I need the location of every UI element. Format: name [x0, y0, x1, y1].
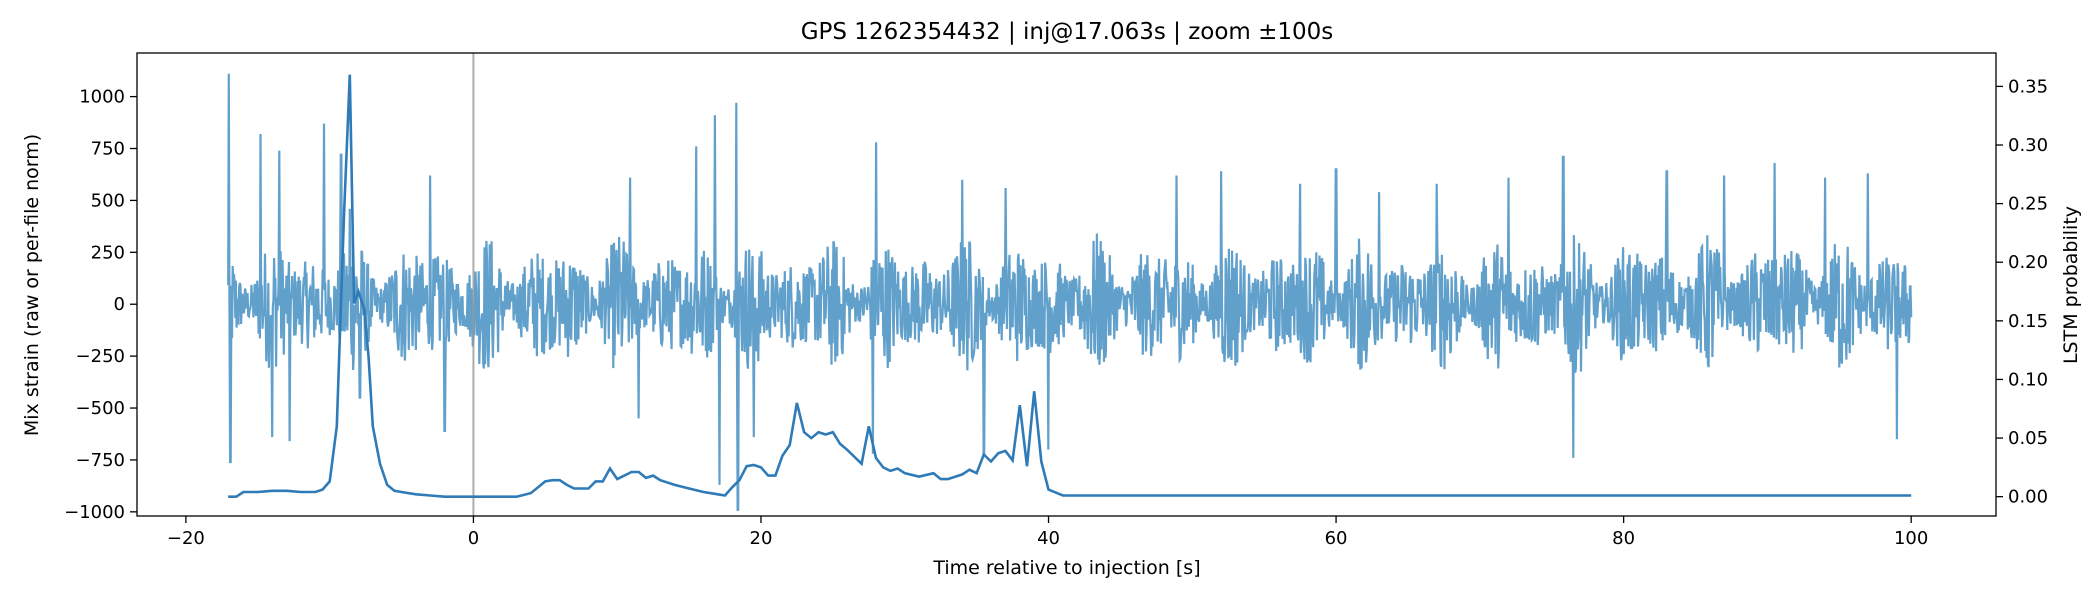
y-left-tick-label: −1000	[64, 502, 125, 523]
strain-series-line	[227, 73, 1913, 511]
y-left-tick-label: −250	[76, 346, 125, 367]
y-right-tick-label: 0.35	[2008, 76, 2048, 97]
y-left-tick-label: 750	[91, 139, 125, 160]
y-right-tick-label: 0.20	[2008, 252, 2048, 273]
y-left-tick-label: 0	[114, 294, 125, 315]
y-axis-left-label: Mix strain (raw or per-file norm)	[21, 134, 43, 436]
y-left-tick-label: 1000	[79, 87, 125, 108]
x-tick-label: 20	[750, 528, 773, 549]
plot-frame	[136, 52, 1997, 517]
y-left-tick-label: −750	[76, 450, 125, 471]
x-tick-label: −20	[167, 528, 205, 549]
x-tick-label: 100	[1894, 528, 1928, 549]
x-tick-label: 0	[468, 528, 479, 549]
axes: −20 0 20 40 60 80 100 −1000 −750 −500 −250 0 250 500 7…	[64, 76, 2048, 549]
probability-series-line	[228, 74, 1912, 498]
x-tick-label: 60	[1325, 528, 1348, 549]
x-axis-label: Time relative to injection [s]	[932, 557, 1200, 579]
y-left-tick-label: −500	[76, 398, 125, 419]
y-left-tick-label: 250	[91, 242, 125, 263]
y-right-tick-label: 0.15	[2008, 311, 2048, 332]
plot-area	[227, 53, 1913, 516]
chart-title: GPS 1262354432 | inj@17.063s | zoom ±100…	[801, 19, 1334, 45]
y-axis-right-label: LSTM probability	[2060, 206, 2082, 364]
y-right-tick-label: 0.30	[2008, 135, 2048, 156]
y-right-tick-label: 0.05	[2008, 428, 2048, 449]
y-left-tick-label: 500	[91, 190, 125, 211]
y-right-tick-label: 0.25	[2008, 194, 2048, 215]
x-tick-label: 80	[1612, 528, 1635, 549]
y-right-tick-label: 0.00	[2008, 487, 2048, 508]
y-right-tick-label: 0.10	[2008, 369, 2048, 390]
x-tick-label: 40	[1037, 528, 1060, 549]
